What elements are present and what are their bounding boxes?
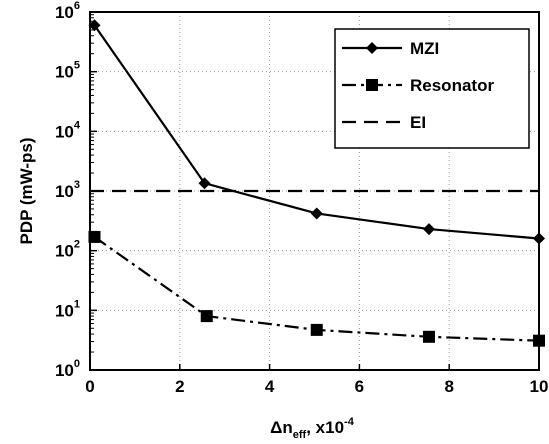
legend-item-resonator: Resonator xyxy=(342,76,494,95)
series-mzi xyxy=(88,19,545,245)
y-axis-title: PDP (mW-ps) xyxy=(17,137,36,244)
y-tick-label: 106 xyxy=(55,0,80,22)
legend-item-ei: EI xyxy=(342,113,426,132)
data-point-mzi xyxy=(310,207,323,220)
x-tick-label: 2 xyxy=(175,377,184,396)
series-resonator xyxy=(88,230,545,347)
data-point-resonator xyxy=(422,330,435,343)
data-point-resonator xyxy=(200,310,213,323)
data-point-mzi xyxy=(198,177,211,190)
data-point-mzi xyxy=(422,223,435,236)
legend: MZI Resonator EI xyxy=(334,28,530,149)
legend-label-mzi: MZI xyxy=(410,39,439,58)
x-axis-title-main: Δn xyxy=(270,418,293,437)
x-axis-title-superscript: -4 xyxy=(344,416,355,428)
x-tick-label: 4 xyxy=(265,377,275,396)
x-tick-label: 6 xyxy=(355,377,364,396)
legend-label-resonator: Resonator xyxy=(410,76,494,95)
data-point-resonator xyxy=(88,230,101,243)
x-tick-label: 10 xyxy=(530,377,549,396)
y-tick-labels: 100 101 102 103 104 105 106 xyxy=(55,0,81,380)
data-point-resonator xyxy=(310,323,323,336)
x-axis-title: Δneff, x10-4 xyxy=(270,416,355,441)
legend-item-mzi: MZI xyxy=(342,39,439,58)
x-tick-label: 0 xyxy=(85,377,94,396)
legend-label-ei: EI xyxy=(410,113,426,132)
legend-marker-resonator xyxy=(366,79,378,91)
data-point-mzi xyxy=(88,19,101,32)
legend-marker-mzi xyxy=(366,42,378,54)
y-tick-label: 104 xyxy=(55,119,81,141)
y-tick-label: 102 xyxy=(55,239,80,261)
y-tick-label: 101 xyxy=(55,298,80,320)
y-tick-label: 103 xyxy=(55,179,80,201)
axis-ticks xyxy=(89,11,540,371)
x-axis-title-rest: , x10 xyxy=(306,418,344,437)
y-tick-label: 100 xyxy=(55,358,80,380)
x-tick-label: 8 xyxy=(444,377,453,396)
x-tick-labels: 0 2 4 6 8 10 xyxy=(85,377,548,396)
y-tick-label: 105 xyxy=(55,60,80,82)
x-axis-title-subscript: eff xyxy=(293,429,307,441)
series-layer xyxy=(88,19,545,347)
